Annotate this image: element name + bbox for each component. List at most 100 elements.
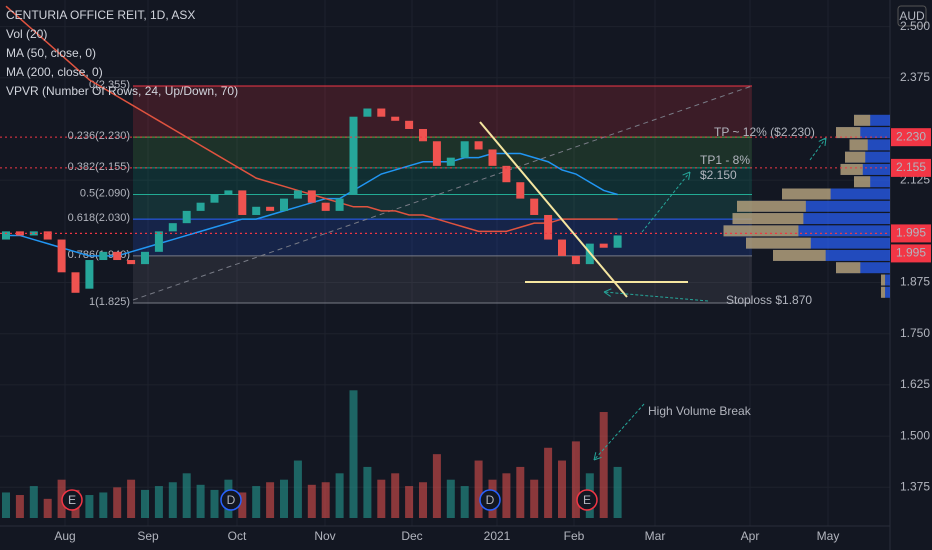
x-tick-label: Sep	[137, 529, 159, 543]
volume-bar	[210, 489, 219, 518]
candle	[321, 202, 330, 211]
vpvr-bar	[854, 176, 890, 188]
x-tick-label: Oct	[228, 529, 247, 543]
candle	[99, 251, 108, 261]
symbol: CENTURIA OFFICE REIT, 1D, ASX	[6, 8, 195, 22]
candle	[363, 108, 372, 117]
volume-bar	[43, 498, 52, 518]
volume-bar	[280, 479, 288, 518]
event-label: D	[227, 493, 236, 507]
candle	[141, 251, 149, 265]
candle	[113, 251, 122, 261]
price-badge	[891, 128, 931, 147]
currency[interactable]: AUD	[899, 9, 925, 23]
volume-bar	[182, 473, 191, 518]
x-tick-label: Mar	[645, 529, 666, 543]
candle	[405, 120, 414, 129]
vpvr-bar-up	[836, 127, 861, 139]
vpvr-bar	[723, 225, 890, 237]
y-tick-label: 1.375	[900, 479, 930, 493]
annotation: High Volume Break	[648, 404, 752, 418]
price-badge	[891, 244, 931, 263]
volume-bar	[446, 479, 455, 518]
event-label: D	[486, 493, 495, 507]
vpvr-bar-up	[854, 176, 871, 188]
volume-bar	[266, 482, 275, 518]
price-badge-label: 2.155	[896, 160, 926, 174]
volume-bar	[599, 412, 608, 518]
candle	[432, 141, 441, 166]
candle	[196, 202, 205, 211]
candle	[377, 108, 386, 117]
volume-bar	[516, 466, 525, 518]
event-marker	[220, 489, 242, 511]
fib-zone	[133, 219, 752, 256]
y-tick-label: 2.500	[900, 19, 930, 33]
candle	[544, 214, 553, 240]
currency-box[interactable]	[897, 5, 927, 27]
volume-bar	[558, 460, 566, 518]
vpvr-bar	[737, 200, 890, 212]
fib-label: 0.382(2.155)	[68, 161, 130, 173]
candle	[460, 141, 469, 158]
volume-bar	[2, 492, 10, 518]
vpvr-bar-up	[881, 274, 886, 286]
candle	[127, 260, 136, 265]
vpvr-bar-up	[723, 225, 799, 237]
volume-bar	[613, 466, 622, 518]
candle	[43, 231, 52, 240]
candle	[168, 223, 177, 232]
candle	[15, 231, 24, 236]
volume-bar	[141, 489, 149, 518]
x-tick-label: Feb	[564, 529, 585, 543]
vpvr-bar-up	[836, 262, 861, 274]
vpvr-bar-up	[737, 200, 806, 212]
vpvr-bar	[782, 188, 890, 200]
arrow-head	[818, 137, 827, 146]
candle	[280, 198, 288, 211]
volume-bar	[335, 473, 344, 518]
vpvr-bar-up	[849, 139, 868, 151]
candle	[446, 157, 455, 166]
volume-bar	[363, 466, 372, 518]
volume-bar	[29, 486, 38, 518]
y-tick-label: 2.375	[900, 70, 930, 84]
arrow-head	[682, 171, 691, 180]
candle	[613, 235, 622, 248]
arrow	[593, 403, 645, 461]
x-tick-label: Dec	[401, 529, 422, 543]
volume-bar	[391, 473, 400, 518]
candle	[224, 190, 233, 195]
volume-bar	[85, 495, 94, 518]
candle	[516, 182, 525, 199]
ma50-line	[6, 152, 618, 257]
candle	[502, 165, 511, 183]
volume-bar	[377, 479, 386, 518]
fib-zone	[133, 255, 752, 304]
vpvr-bar-up	[840, 163, 863, 175]
candle	[488, 149, 497, 166]
vpvr-bar	[732, 213, 890, 225]
y-tick-label: 1.750	[900, 326, 930, 340]
candle	[85, 260, 94, 289]
candle	[2, 231, 10, 240]
price-badge-label: 2.230	[896, 129, 926, 143]
fib-zone	[133, 167, 752, 195]
candle	[599, 243, 608, 248]
x-tick-label: Aug	[54, 529, 75, 543]
vpvr-bar	[773, 249, 890, 261]
annotation: $2.150	[700, 168, 737, 182]
x-tick-label: 2021	[484, 529, 511, 543]
volume-bar	[349, 390, 358, 518]
volume-bar	[530, 479, 539, 518]
candle	[238, 190, 247, 215]
fib-zone	[133, 194, 752, 220]
fib-zone	[133, 137, 752, 168]
volume-bar	[307, 484, 316, 518]
fib-label: 0(2.355)	[89, 79, 130, 91]
volume-bar	[474, 460, 483, 518]
vpvr-bar	[881, 286, 890, 298]
volume-bar	[432, 454, 441, 518]
vpvr-bar	[881, 274, 890, 286]
y-tick-label: 1.875	[900, 275, 930, 289]
